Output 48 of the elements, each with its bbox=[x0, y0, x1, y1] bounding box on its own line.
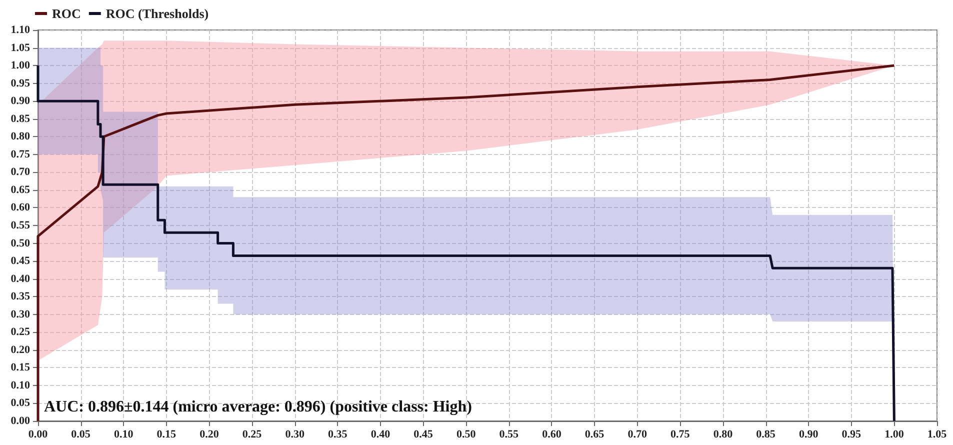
x-tick-label: 0.30 bbox=[285, 428, 305, 440]
y-tick-label: 0.80 bbox=[10, 130, 30, 143]
x-tick-label: 0.75 bbox=[670, 428, 690, 440]
x-tick-label: 1.05 bbox=[927, 428, 948, 440]
x-tick-label: 0.35 bbox=[328, 428, 348, 440]
x-tick-label: 0.90 bbox=[798, 428, 819, 440]
y-tick-label: 0.55 bbox=[10, 220, 30, 232]
x-tick-label: 0.60 bbox=[542, 428, 562, 440]
y-tick-label: 0.70 bbox=[10, 166, 30, 178]
annotation: AUC: 0.896±0.144 (micro average: 0.896) (positive class: High) bbox=[44, 398, 472, 416]
y-tick-label: 1.00 bbox=[10, 60, 30, 72]
y-tick-label: 0.15 bbox=[10, 362, 30, 374]
legend-label: ROC (Thresholds) bbox=[106, 6, 209, 21]
x-tick-label: 0.20 bbox=[200, 428, 220, 440]
y-tick-label: 0.30 bbox=[10, 308, 30, 320]
y-tick-label: 0.00 bbox=[10, 415, 30, 427]
y-tick-label: 0.20 bbox=[10, 344, 30, 356]
y-tick-label: 0.90 bbox=[10, 95, 30, 108]
x-tick-label: 0.10 bbox=[114, 428, 134, 440]
x-tick-label: 0.45 bbox=[414, 428, 434, 440]
y-tick-label: 0.10 bbox=[10, 379, 30, 392]
x-tick-label: 0.70 bbox=[628, 428, 648, 440]
x-tick-label: 0.65 bbox=[584, 428, 605, 440]
y-tick-label: 0.95 bbox=[10, 77, 30, 90]
y-tick-label: 0.40 bbox=[10, 272, 30, 285]
y-tick-label: 1.10 bbox=[10, 24, 30, 36]
y-tick-label: 0.35 bbox=[10, 290, 30, 303]
y-tick-label: 0.50 bbox=[10, 237, 30, 250]
x-tick-label: 0.05 bbox=[71, 428, 91, 440]
legend-label: ROC bbox=[52, 6, 81, 21]
x-tick-label: 0.40 bbox=[370, 428, 391, 440]
x-tick-label: 0.80 bbox=[713, 428, 734, 440]
y-tick-label: 0.25 bbox=[10, 326, 30, 338]
x-tick-label: 0.55 bbox=[499, 428, 520, 440]
y-tick-label: 0.85 bbox=[10, 112, 30, 125]
x-tick-label: 0.25 bbox=[242, 428, 262, 440]
x-tick-label: 1.00 bbox=[884, 428, 904, 440]
x-tick-label: 0.85 bbox=[756, 428, 776, 440]
y-tick-label: 0.05 bbox=[10, 397, 30, 410]
y-tick-label: 0.65 bbox=[10, 184, 30, 196]
y-tick-label: 0.60 bbox=[10, 202, 30, 214]
x-tick-label: 0.15 bbox=[156, 428, 177, 440]
x-tick-label: 0.50 bbox=[456, 428, 476, 440]
y-tick-label: 0.45 bbox=[10, 255, 30, 268]
x-tick-label: 0.95 bbox=[842, 428, 862, 440]
x-tick-label: 0.00 bbox=[28, 428, 48, 440]
y-tick-label: 1.05 bbox=[10, 42, 30, 54]
y-tick-label: 0.75 bbox=[10, 148, 30, 160]
